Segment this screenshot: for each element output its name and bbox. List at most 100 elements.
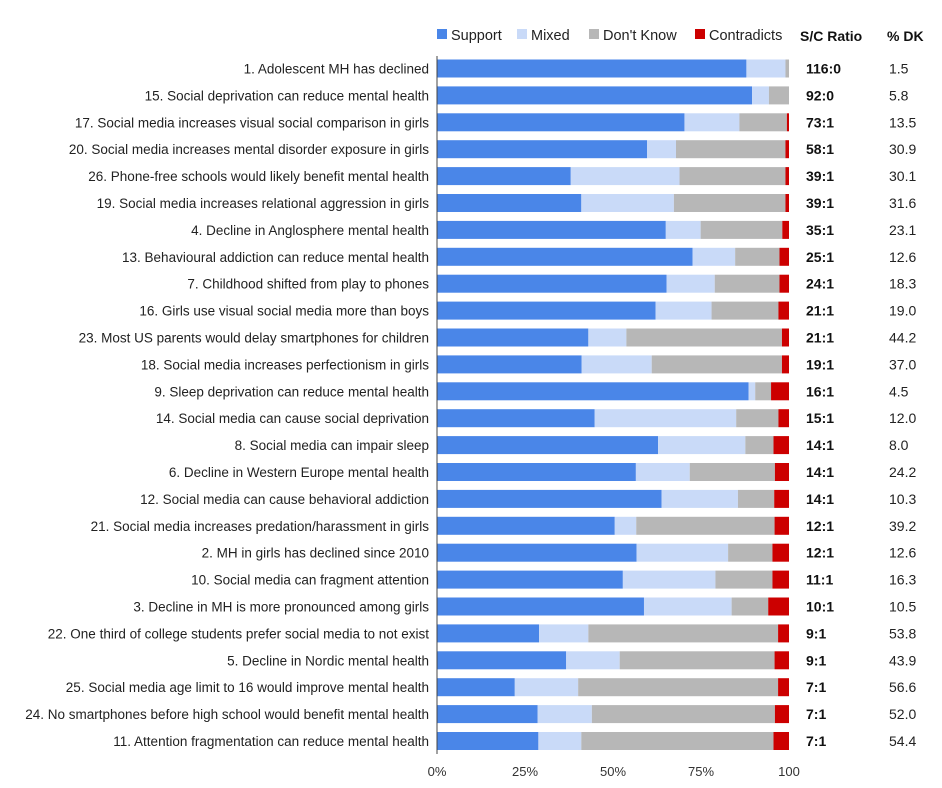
ratio-value: 14:1	[806, 464, 834, 480]
bar-segment-mixed	[684, 113, 740, 132]
row-label: 2. MH in girls has declined since 2010	[202, 546, 429, 561]
ratio-column-header: S/C Ratio	[800, 28, 862, 44]
row-label: 4. Decline in Anglosphere mental health	[191, 223, 429, 238]
bar-segment-support	[437, 516, 615, 535]
bar-segment-mixed	[594, 409, 737, 428]
bar-segment-support	[437, 194, 582, 212]
bar-segment-mixed	[622, 570, 716, 589]
bar-row: 3. Decline in MH is more pronounced amon…	[133, 597, 916, 616]
bar-segment-contradicts	[778, 624, 789, 643]
bar-row: 9. Sleep deprivation can reduce mental h…	[154, 382, 909, 401]
ratio-value: 21:1	[806, 303, 834, 319]
bar-segment-support	[437, 678, 515, 697]
bar-segment-don-t-know	[591, 705, 775, 724]
legend-swatch-contradicts	[695, 29, 705, 39]
bar-segment-support	[437, 167, 571, 186]
bar-segment-don-t-know	[700, 220, 783, 239]
bar-row: 19. Social media increases relational ag…	[97, 194, 916, 212]
bar-segment-support	[437, 113, 685, 132]
bar-row: 16. Girls use visual social media more t…	[139, 301, 916, 320]
bar-segment-don-t-know	[581, 732, 774, 750]
bar-segment-contradicts	[779, 247, 789, 266]
row-label: 5. Decline in Nordic mental health	[227, 653, 429, 668]
bar-row: 21. Social media increases predation/har…	[91, 516, 916, 535]
legend-label-mixed: Mixed	[531, 28, 570, 44]
bar-segment-support	[437, 543, 637, 562]
x-tick-label: 75%	[688, 764, 714, 779]
bar-segment-don-t-know	[636, 516, 775, 535]
bar-segment-contradicts	[785, 167, 789, 186]
bar-row: 26. Phone-free schools would likely bene…	[88, 167, 916, 186]
bar-segment-contradicts	[781, 355, 789, 374]
row-label: 25. Social media age limit to 16 would i…	[66, 680, 429, 695]
row-label: 6. Decline in Western Europe mental heal…	[169, 465, 429, 480]
bar-row: 25. Social media age limit to 16 would i…	[66, 678, 916, 697]
bar-segment-don-t-know	[673, 194, 786, 212]
bar-segment-mixed	[692, 247, 736, 266]
bar-segment-support	[437, 651, 567, 670]
row-label: 12. Social media can cause behavioral ad…	[140, 492, 429, 507]
bar-segment-support	[437, 597, 644, 616]
dk-value: 23.1	[889, 222, 916, 238]
dk-value: 53.8	[889, 625, 916, 641]
bar-segment-support	[437, 274, 667, 293]
row-label: 16. Girls use visual social media more t…	[139, 304, 429, 319]
bar-segment-mixed	[665, 220, 701, 239]
bar-segment-support	[437, 301, 656, 320]
row-label: 17. Social media increases visual social…	[75, 115, 429, 130]
bar-segment-contradicts	[772, 543, 789, 562]
bar-row: 18. Social media increases perfectionism…	[141, 355, 916, 374]
bar-segment-support	[437, 59, 747, 78]
dk-value: 16.3	[889, 572, 916, 588]
bar-segment-don-t-know	[755, 382, 772, 401]
bar-segment-support	[437, 463, 636, 481]
dk-value: 12.6	[889, 545, 916, 561]
bar-segment-contradicts	[774, 463, 789, 481]
legend-label-contradicts: Contradicts	[709, 28, 782, 44]
row-label: 11. Attention fragmentation can reduce m…	[113, 734, 429, 749]
bar-row: 4. Decline in Anglosphere mental health 3…	[191, 220, 916, 239]
bar-row: 15. Social deprivation can reduce mental…	[145, 86, 909, 105]
dk-value: 12.0	[889, 410, 916, 426]
x-tick-label: 100	[778, 764, 800, 779]
bar-segment-contradicts	[785, 140, 789, 159]
legend: Support Mixed Don't Know Contradicts	[437, 28, 782, 44]
dk-value: 1.5	[889, 61, 909, 77]
bar-row: 14. Social media can cause social depriv…	[156, 409, 916, 428]
row-label: 15. Social deprivation can reduce mental…	[145, 88, 429, 103]
bar-segment-support	[437, 86, 753, 105]
dk-value: 4.5	[889, 383, 909, 399]
bar-segment-support	[437, 328, 589, 347]
bar-segment-mixed	[539, 624, 589, 643]
ratio-value: 11:1	[806, 572, 833, 588]
ratio-value: 35:1	[806, 222, 834, 238]
bar-segment-contradicts	[781, 328, 789, 347]
bar-segment-don-t-know	[735, 247, 780, 266]
ratio-value: 19:1	[806, 356, 834, 372]
ratio-value: 7:1	[806, 733, 826, 749]
bar-segment-support	[437, 355, 582, 374]
bar-row: 8. Social media can impair sleep 14:1 8.0	[235, 436, 909, 455]
ratio-value: 92:0	[806, 87, 834, 103]
dk-value: 56.6	[889, 679, 916, 695]
bar-row: 6. Decline in Western Europe mental heal…	[169, 463, 916, 481]
bar-segment-mixed	[655, 301, 712, 320]
bar-segment-don-t-know	[626, 328, 782, 347]
bar-segment-mixed	[570, 167, 680, 186]
dk-value: 44.2	[889, 330, 916, 346]
bar-segment-support	[437, 570, 623, 589]
bar-segment-support	[437, 705, 538, 724]
bar-rows: 1. Adolescent MH has declined 116:0 1.5 15.…	[25, 59, 916, 750]
row-label: 1. Adolescent MH has declined	[244, 62, 429, 77]
bar-segment-support	[437, 247, 693, 266]
row-label: 26. Phone-free schools would likely bene…	[88, 169, 429, 184]
dk-value: 10.3	[889, 491, 916, 507]
bar-row: 12. Social media can cause behavioral ad…	[140, 489, 916, 508]
bar-segment-mixed	[666, 274, 715, 293]
row-label: 19. Social media increases relational ag…	[97, 196, 430, 211]
bar-row: 17. Social media increases visual social…	[75, 113, 916, 132]
bar-row: 24. No smartphones before high school wo…	[25, 705, 916, 724]
bar-segment-support	[437, 732, 539, 750]
ratio-value: 9:1	[806, 625, 826, 641]
